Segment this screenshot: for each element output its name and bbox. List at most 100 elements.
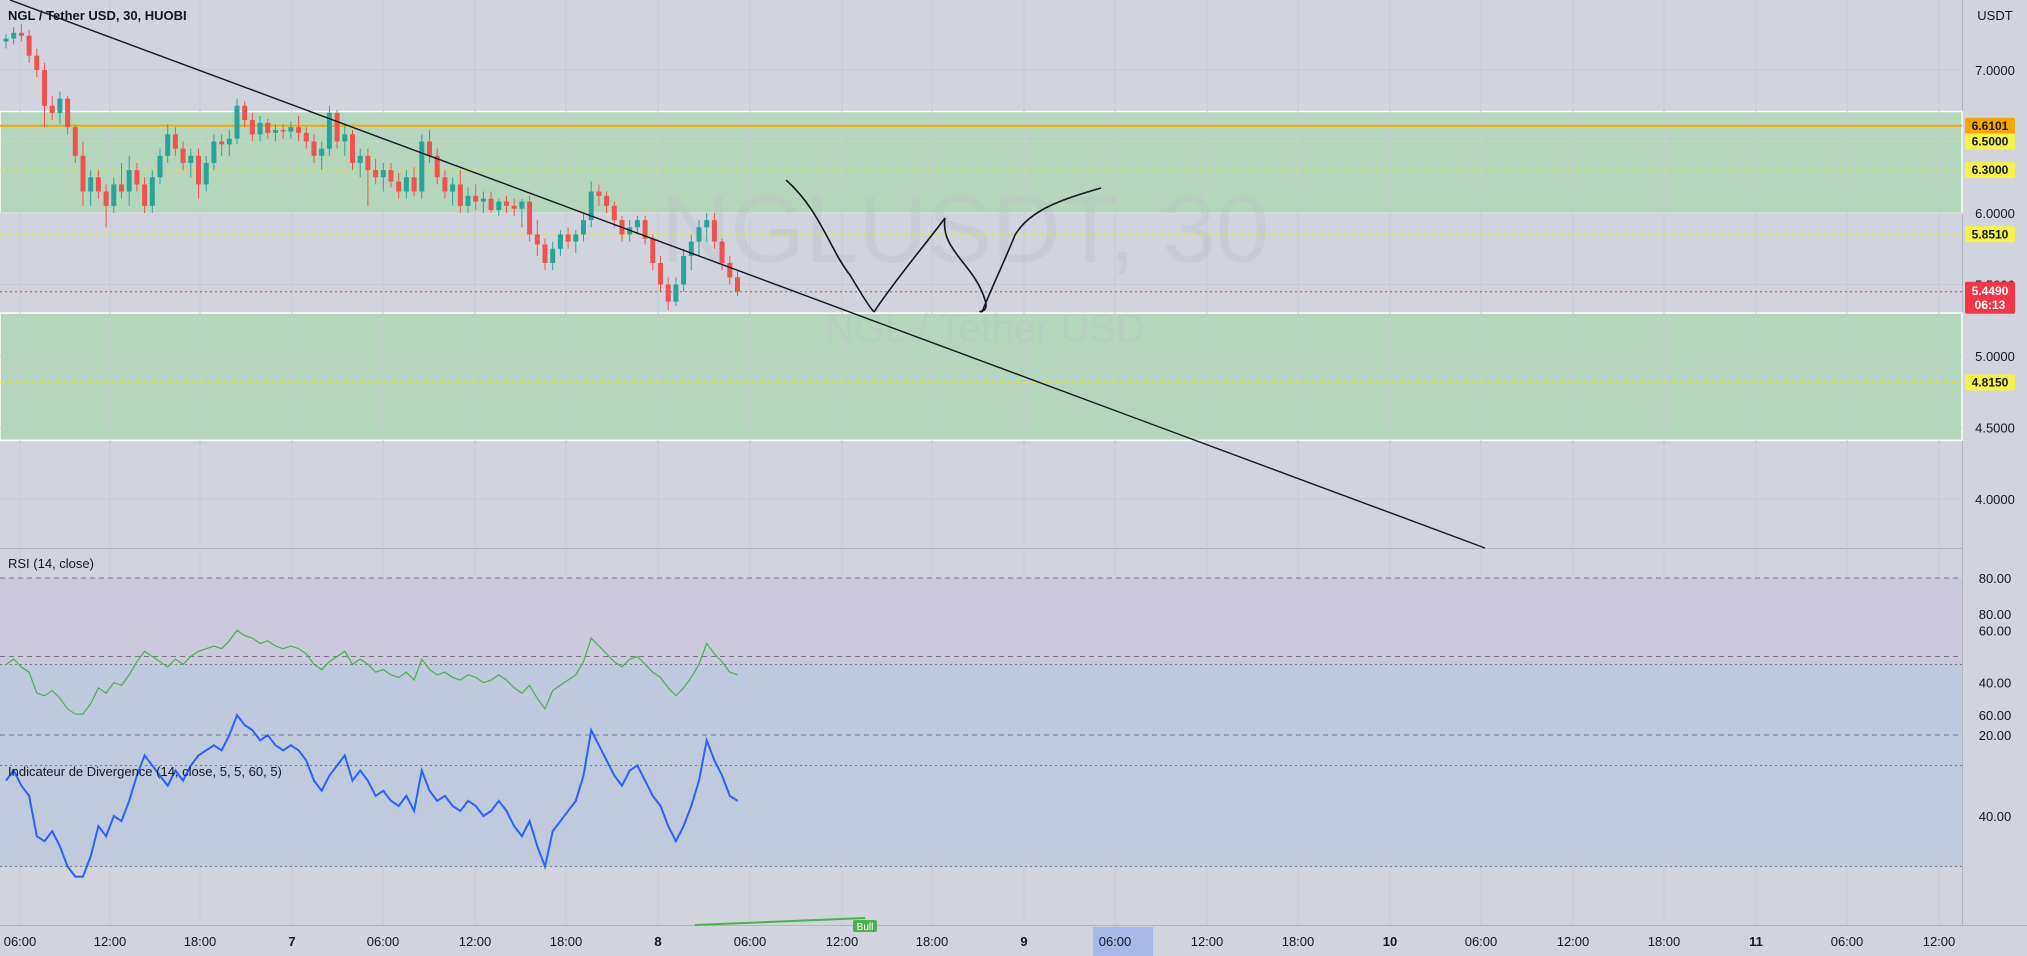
candle-body [496, 201, 502, 211]
time-tick: 06:00 [734, 934, 767, 949]
candle-body [18, 32, 24, 36]
time-axis-highlight [1093, 927, 1153, 956]
candle-body [311, 141, 317, 156]
time-tick: 12:00 [826, 934, 859, 949]
price-label: 6.6101 [1965, 117, 2015, 134]
price-label-box [1965, 374, 2015, 391]
time-tick: 8 [654, 934, 661, 949]
price-label-text: 6.6101 [1972, 119, 2009, 133]
drawn-path [873, 217, 946, 313]
time-tick: 06:00 [1099, 934, 1132, 949]
candle-body [427, 141, 432, 156]
drawn-path [943, 217, 987, 313]
drawn-path [785, 179, 875, 313]
candle-body [442, 177, 448, 192]
candle-body [196, 155, 201, 185]
price-label-box [1965, 162, 2015, 179]
time-tick: 12:00 [459, 934, 492, 949]
candle-body [450, 184, 456, 192]
demand-zone [0, 312, 1963, 442]
bull-signal-box [853, 920, 877, 932]
candle-body [126, 170, 132, 192]
time-tick: 9 [1020, 934, 1027, 949]
candle-body [650, 238, 656, 264]
rsi-line [5, 629, 738, 715]
rsi-tick: 20.00 [1979, 728, 2012, 743]
time-tick: 12:00 [94, 934, 127, 949]
candle-body [280, 130, 286, 132]
candle-body [211, 141, 217, 163]
time-tick: 06:00 [1831, 934, 1864, 949]
candle-body [326, 112, 332, 149]
candle-body [234, 105, 240, 139]
candle-body [226, 138, 232, 145]
candle-body [134, 170, 140, 185]
rsi-tick: 60.00 [1979, 623, 2012, 638]
candle-body [3, 38, 9, 42]
candle-body [727, 263, 733, 278]
price-label-text: 6.5000 [1972, 135, 2009, 149]
candle-body [142, 184, 148, 206]
candle-body [596, 191, 602, 196]
axis-divider [1962, 0, 1963, 925]
candle-body [119, 184, 124, 192]
candle-body [95, 177, 101, 192]
price-tick: 6.0000 [1975, 206, 2015, 221]
candle-body [72, 127, 78, 156]
candle-body [480, 198, 486, 202]
bull-signal: Bull [853, 920, 877, 933]
divergence-tick: 60.00 [1979, 708, 2012, 723]
divergence-series: Bull [5, 712, 877, 933]
candle-body [103, 191, 109, 206]
time-tick: 10 [1383, 934, 1397, 949]
candle-body [581, 220, 586, 235]
price-label-text: 5.8510 [1972, 227, 2009, 241]
candle-body [550, 248, 556, 264]
candle-body [542, 244, 548, 264]
candle-body [711, 220, 717, 242]
time-tick: 18:00 [916, 934, 949, 949]
time-tick: 18:00 [184, 934, 217, 949]
time-tick: 18:00 [1282, 934, 1315, 949]
time-tick: 06:00 [4, 934, 37, 949]
candle-body [511, 205, 517, 209]
candle-body [434, 155, 440, 178]
candle-body [373, 170, 379, 178]
pane-divider [0, 548, 1962, 549]
candle-body [704, 220, 710, 228]
candle-body [504, 201, 509, 206]
trend-line [9, 0, 1486, 549]
divergence-tick: 80.00 [1979, 607, 2012, 622]
candle-body [688, 241, 694, 256]
rsi-series [5, 629, 738, 715]
divergence-line [5, 712, 739, 878]
price-label-box [1965, 133, 2015, 150]
price-label: 6.5000 [1965, 133, 2015, 150]
drawings-layer[interactable] [9, 0, 1486, 549]
price-axis[interactable]: 7.00006.50006.00005.50005.00004.50004.00… [1975, 63, 2015, 824]
candle-body [527, 201, 533, 235]
candle-body [42, 70, 47, 106]
watermark-symbol: NGLUSDT, 30 [661, 176, 1269, 283]
candle-body [388, 170, 394, 182]
candle-body [465, 195, 471, 206]
time-tick: 12:00 [1557, 934, 1590, 949]
current-price-text: 5.4490 [1972, 284, 2009, 298]
candle-body [735, 277, 740, 292]
price-label: 5.8510 [1965, 226, 2015, 243]
candle-body [88, 177, 94, 192]
candle-body [342, 134, 348, 142]
candle-body [203, 162, 209, 185]
candle-body [242, 105, 248, 121]
countdown-text: 06:13 [1975, 298, 2006, 312]
candle-body [365, 155, 371, 171]
candle-body [357, 155, 363, 163]
rsi-tick: 80.00 [1979, 571, 2012, 586]
candle-body [573, 234, 579, 242]
time-axis[interactable]: 06:00 12:00 18:00 7 06:00 12:00 18:00 8 06:00 12:… [4, 927, 1956, 956]
candle-body [719, 241, 725, 264]
candle-body [403, 177, 409, 192]
